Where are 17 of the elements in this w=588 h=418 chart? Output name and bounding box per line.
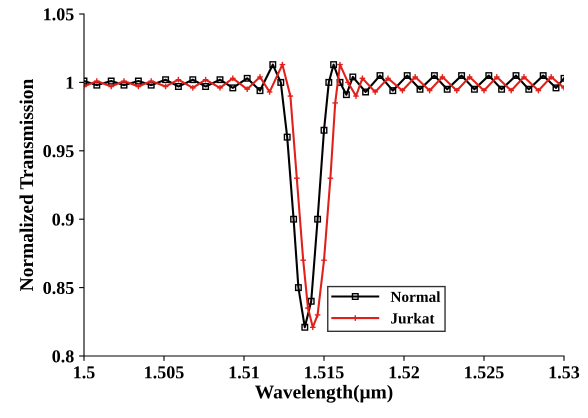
- legend-label: Normal: [390, 291, 440, 302]
- legend-label: Jurkat: [391, 312, 434, 324]
- x-tick-label: 1.515: [305, 366, 344, 379]
- x-tick-label: 1.51: [230, 366, 259, 379]
- y-tick-label: 0.8: [52, 350, 74, 363]
- y-tick-label: 0.95: [43, 145, 74, 158]
- y-tick-label: 1.05: [44, 8, 74, 21]
- x-tick-label: 1.52: [390, 366, 420, 379]
- y-tick-label: 1: [66, 76, 74, 89]
- x-tick-label: 1.505: [145, 366, 184, 379]
- x-tick-label: 1.5: [74, 366, 95, 379]
- y-axis-title: Normalized Transmission: [19, 78, 34, 291]
- x-tick-label: 1.525: [465, 366, 504, 379]
- y-tick-label: 0.9: [52, 213, 74, 226]
- y-tick-label: 0.85: [43, 282, 74, 294]
- x-axis-title: Wavelength(μm): [255, 384, 392, 403]
- x-tick-label: 1.53: [550, 366, 580, 379]
